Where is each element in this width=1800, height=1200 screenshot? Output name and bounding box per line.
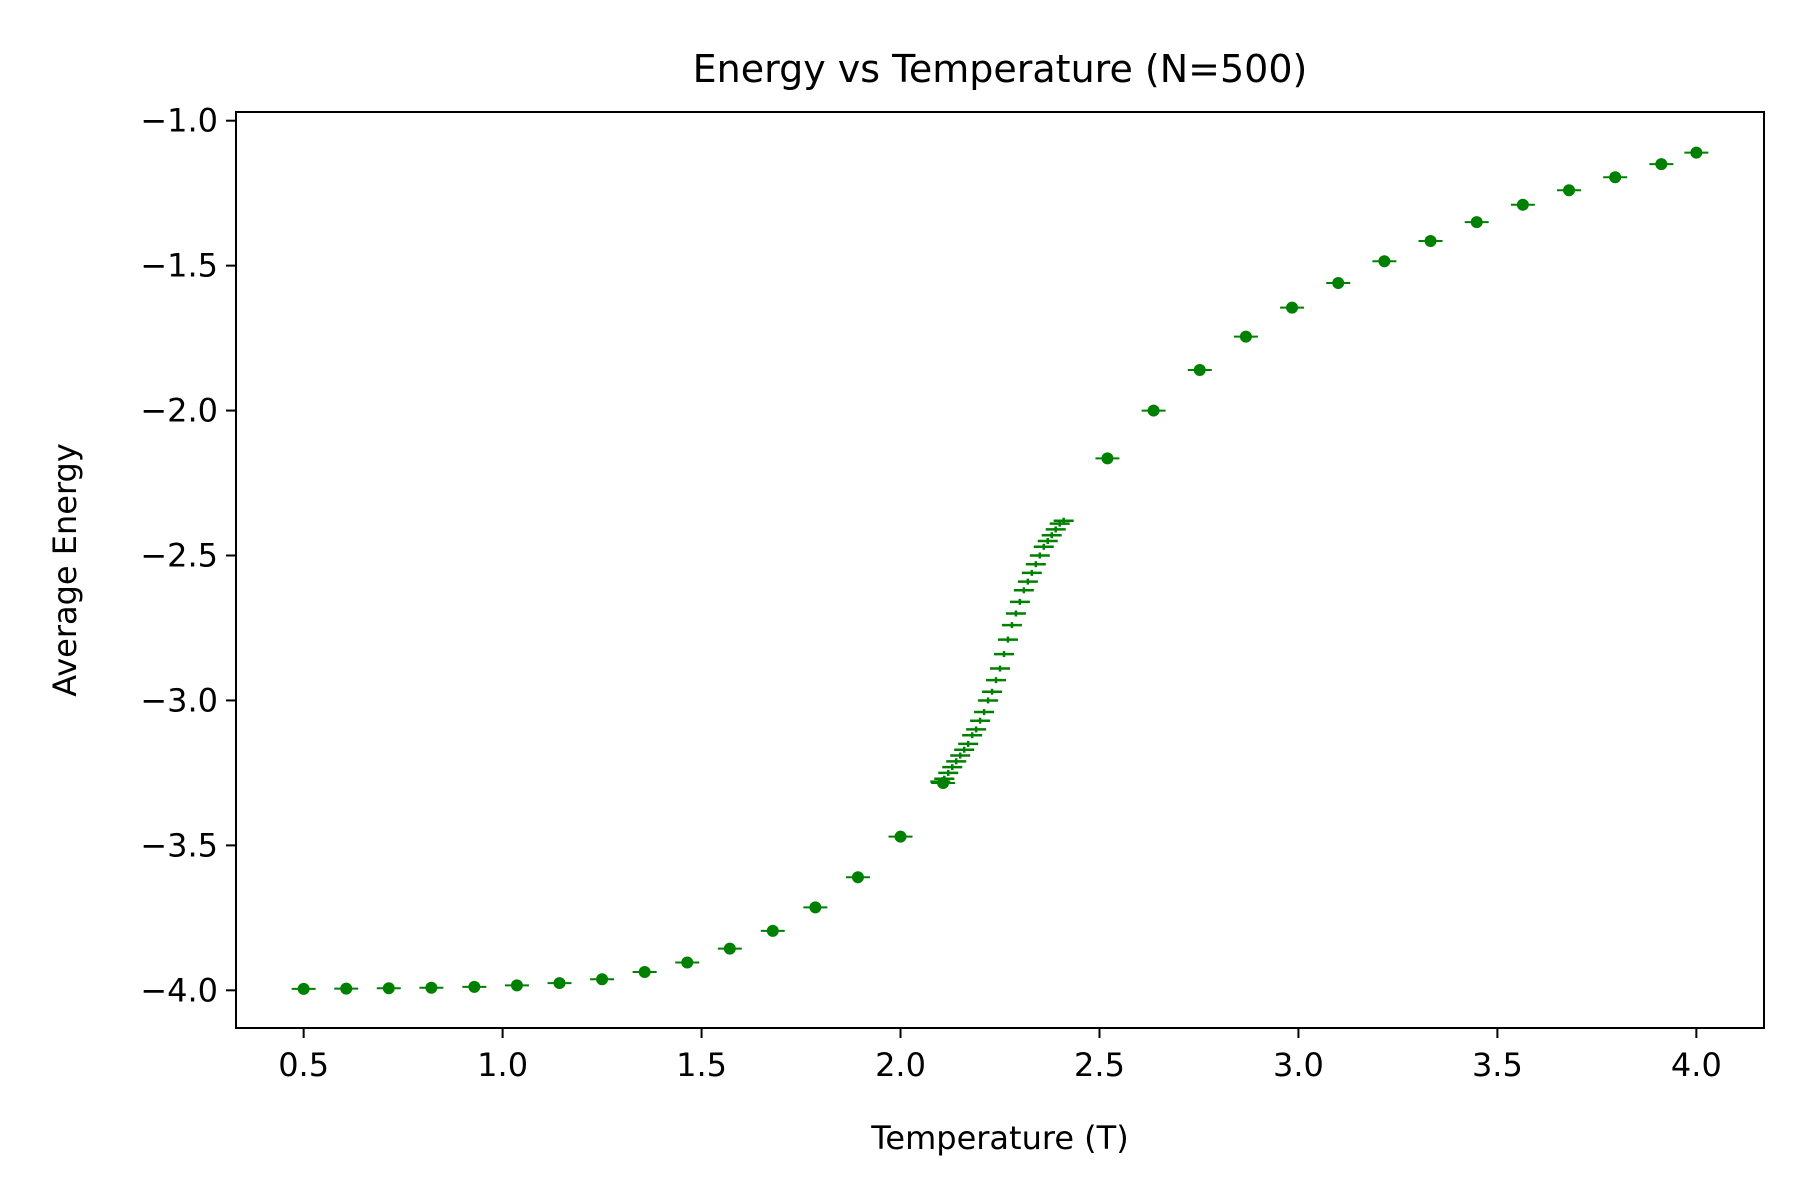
data-point xyxy=(510,979,523,992)
x-tick-label-0: 0.5 xyxy=(278,1046,329,1084)
data-point xyxy=(894,830,907,843)
series-1 xyxy=(930,517,1074,785)
data-point xyxy=(1378,255,1391,268)
data-point xyxy=(340,982,353,995)
y-axis: −4.0 −3.5 −3.0 −2.5 −2.0 −1.5 −1.0 xyxy=(140,102,236,1009)
chart-title: Energy vs Temperature (N=500) xyxy=(693,47,1308,91)
data-point xyxy=(1239,330,1252,343)
data-point xyxy=(723,942,736,955)
data-point xyxy=(1286,301,1299,314)
data-point xyxy=(1101,452,1114,465)
data-point xyxy=(297,982,310,995)
data-point xyxy=(1470,216,1483,229)
x-tick-label-6: 3.5 xyxy=(1472,1046,1523,1084)
data-point xyxy=(382,982,395,995)
data-point xyxy=(681,956,694,969)
data-point xyxy=(1563,184,1576,197)
y-tick-label-5: −1.5 xyxy=(140,247,218,285)
plot-area xyxy=(291,146,1709,995)
x-tick-label-3: 2.0 xyxy=(875,1046,926,1084)
y-tick-label-1: −3.5 xyxy=(140,826,218,864)
data-point xyxy=(425,981,438,994)
x-tick-label-5: 3.0 xyxy=(1273,1046,1324,1084)
data-point xyxy=(1424,234,1437,247)
data-point xyxy=(1655,158,1668,171)
data-point xyxy=(1516,198,1529,211)
data-point xyxy=(766,924,779,937)
y-tick-label-0: −4.0 xyxy=(140,971,218,1009)
x-axis: 0.5 1.0 1.5 2.0 2.5 3.0 3.5 4.0 xyxy=(278,1028,1722,1084)
data-point xyxy=(596,973,609,986)
x-tick-label-1: 1.0 xyxy=(477,1046,528,1084)
data-point xyxy=(1193,363,1206,376)
y-tick-label-4: −2.0 xyxy=(140,392,218,430)
data-point xyxy=(1147,404,1160,417)
data-point xyxy=(1332,277,1345,290)
y-tick-label-6: −1.0 xyxy=(140,102,218,140)
data-point xyxy=(1609,171,1622,184)
data-point xyxy=(638,966,651,979)
axes-frame xyxy=(235,111,1765,1029)
x-tick-label-2: 1.5 xyxy=(676,1046,727,1084)
series-0 xyxy=(291,146,1709,995)
y-tick-label-2: −3.0 xyxy=(140,681,218,719)
y-tick-label-3: −2.5 xyxy=(140,537,218,575)
data-point xyxy=(851,871,864,884)
y-axis-label: Average Energy xyxy=(46,443,84,697)
data-point xyxy=(1690,146,1703,159)
x-tick-label-7: 4.0 xyxy=(1671,1046,1722,1084)
data-point xyxy=(809,901,822,914)
x-axis-label: Temperature (T) xyxy=(870,1119,1128,1157)
x-tick-label-4: 2.5 xyxy=(1074,1046,1125,1084)
data-point xyxy=(553,977,566,990)
data-point xyxy=(468,980,481,993)
